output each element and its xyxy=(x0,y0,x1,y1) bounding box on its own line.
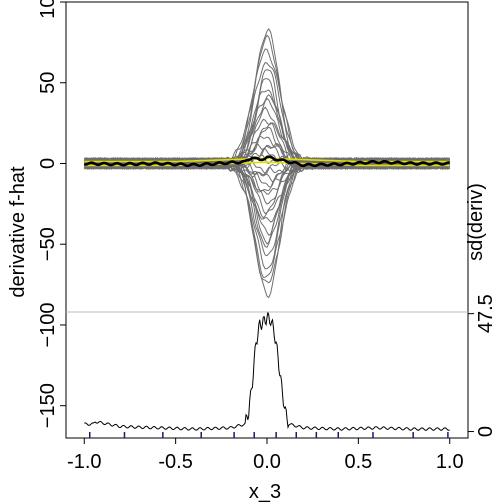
mean-derivative-line xyxy=(84,155,450,168)
y-right-tick-label: 47.5 xyxy=(475,294,497,333)
mean-derivative xyxy=(84,155,450,168)
ice-curve xyxy=(84,69,451,170)
band-line xyxy=(84,161,450,167)
x-axis-title: x_3 xyxy=(249,481,281,503)
y-tick-label: −150 xyxy=(37,383,59,428)
plot-frame xyxy=(65,1,469,439)
x-tick-label: 0.5 xyxy=(344,451,372,473)
y-tick-label: −50 xyxy=(37,227,59,261)
sd-line xyxy=(84,311,450,431)
y-right-axis-title: sd(deriv) xyxy=(465,183,487,261)
ice-curve xyxy=(84,157,450,299)
y-tick-label: −100 xyxy=(37,302,59,347)
x-tick-label: -1.0 xyxy=(67,451,101,473)
y-right-tick-label: 0 xyxy=(475,426,497,437)
y-tick-label: 50 xyxy=(37,72,59,94)
axes: −150 −100 −50 0 50 100 0 47.5 -1.0 -0.5 0.0 0.5 1.0 xyxy=(37,0,497,473)
x-tick-label: 1.0 xyxy=(436,451,464,473)
ice-curve xyxy=(83,157,451,245)
y-tick-label: 100 xyxy=(37,0,59,19)
sd-curve xyxy=(84,311,450,431)
y-tick-label: 0 xyxy=(37,158,59,169)
x-tick-label: 0.0 xyxy=(253,451,281,473)
ice-curve xyxy=(83,157,451,284)
x-tick-label: -0.5 xyxy=(158,451,192,473)
y-axis-title: derivative f-hat xyxy=(7,166,29,298)
x-rug xyxy=(89,432,449,438)
ice-curve xyxy=(84,34,451,170)
